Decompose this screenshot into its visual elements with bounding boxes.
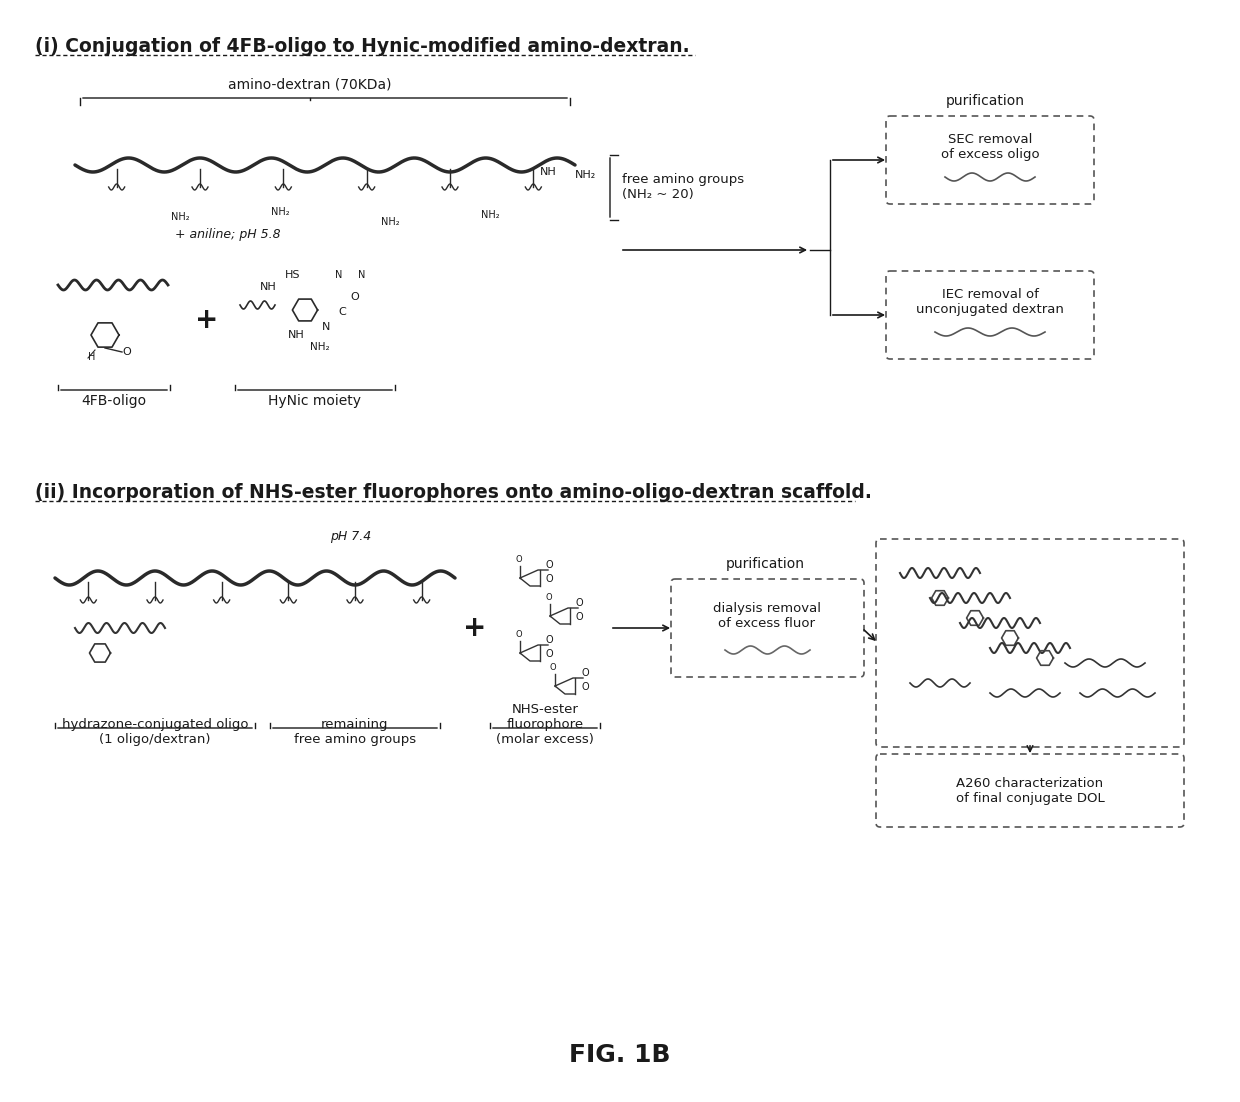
Text: O: O	[546, 593, 552, 602]
Text: NH: NH	[288, 329, 305, 341]
Text: NH: NH	[539, 168, 557, 177]
FancyBboxPatch shape	[875, 539, 1184, 747]
Text: free amino groups
(NH₂ ~ 20): free amino groups (NH₂ ~ 20)	[622, 173, 744, 201]
Text: N: N	[358, 270, 366, 280]
Text: amino-dextran (70KDa): amino-dextran (70KDa)	[228, 77, 392, 91]
Text: NH₂: NH₂	[381, 217, 399, 227]
Text: dialysis removal
of excess fluor: dialysis removal of excess fluor	[713, 602, 821, 630]
Text: O: O	[546, 574, 553, 584]
Text: O: O	[122, 347, 130, 357]
FancyBboxPatch shape	[671, 579, 864, 677]
Text: purification: purification	[725, 557, 805, 571]
Text: NH: NH	[260, 282, 277, 292]
Text: hydrazone-conjugated oligo
(1 oligo/dextran): hydrazone-conjugated oligo (1 oligo/dext…	[62, 719, 248, 746]
Text: O: O	[577, 612, 584, 622]
Text: O: O	[546, 560, 553, 570]
Text: (i) Conjugation of 4FB-oligo to Hynic-modified amino-dextran.: (i) Conjugation of 4FB-oligo to Hynic-mo…	[35, 37, 689, 56]
Text: SEC removal
of excess oligo: SEC removal of excess oligo	[941, 133, 1039, 161]
Text: purification: purification	[945, 94, 1024, 108]
Text: O: O	[515, 555, 522, 564]
Text: HyNic moiety: HyNic moiety	[269, 395, 362, 408]
Text: NH₂: NH₂	[171, 212, 190, 222]
FancyBboxPatch shape	[887, 271, 1094, 359]
Text: + aniline; pH 5.8: + aniline; pH 5.8	[175, 228, 280, 241]
Text: O: O	[350, 292, 358, 302]
Text: O: O	[582, 682, 589, 692]
Text: N: N	[335, 270, 342, 280]
Text: FIG. 1B: FIG. 1B	[569, 1042, 671, 1067]
Text: remaining
free amino groups: remaining free amino groups	[294, 719, 417, 746]
Text: O: O	[551, 663, 557, 672]
FancyBboxPatch shape	[887, 116, 1094, 204]
Text: A260 characterization
of final conjugate DOL: A260 characterization of final conjugate…	[956, 777, 1105, 804]
Text: HS: HS	[285, 270, 300, 280]
Text: O: O	[577, 598, 584, 608]
Text: O: O	[582, 668, 589, 678]
Text: 4FB-oligo: 4FB-oligo	[82, 395, 146, 408]
Text: NH₂: NH₂	[575, 170, 596, 180]
Text: O: O	[546, 635, 553, 645]
Text: O: O	[515, 630, 522, 639]
Text: O: O	[546, 649, 553, 659]
Text: NH₂: NH₂	[310, 342, 330, 352]
Text: NHS-ester
fluorophore
(molar excess): NHS-ester fluorophore (molar excess)	[496, 703, 594, 746]
Text: NH₂: NH₂	[481, 210, 500, 220]
Text: (ii) Incorporation of NHS-ester fluorophores onto amino-oligo-dextran scaffold.: (ii) Incorporation of NHS-ester fluoroph…	[35, 483, 872, 503]
FancyBboxPatch shape	[875, 754, 1184, 826]
Text: pH 7.4: pH 7.4	[330, 530, 371, 543]
Text: NH₂: NH₂	[270, 207, 289, 217]
Text: +: +	[464, 614, 486, 642]
Text: C: C	[339, 307, 346, 317]
Text: +: +	[196, 306, 218, 334]
Text: N: N	[322, 322, 330, 332]
Text: H: H	[88, 352, 95, 361]
Text: IEC removal of
unconjugated dextran: IEC removal of unconjugated dextran	[916, 288, 1064, 316]
